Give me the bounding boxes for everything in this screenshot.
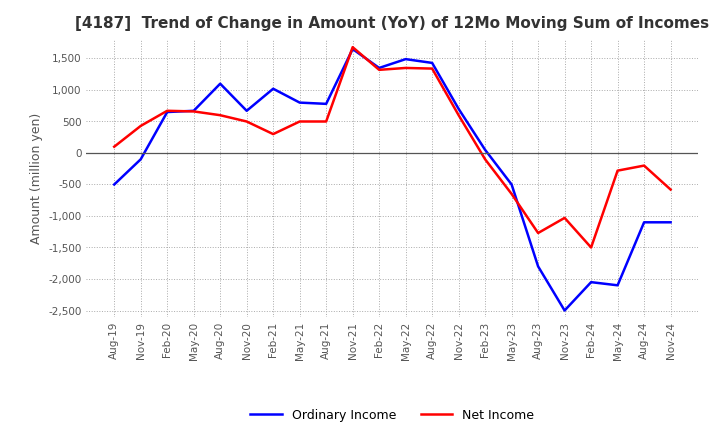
Net Income	[189, 109, 198, 114]
Ordinary Income	[322, 101, 330, 106]
Net Income	[428, 66, 436, 71]
Net Income	[560, 215, 569, 220]
Net Income	[348, 44, 357, 50]
Net Income	[613, 168, 622, 173]
Net Income	[666, 187, 675, 192]
Ordinary Income	[534, 264, 542, 269]
Ordinary Income	[243, 108, 251, 114]
Ordinary Income	[428, 60, 436, 66]
Net Income	[243, 119, 251, 124]
Net Income	[481, 157, 490, 162]
Ordinary Income	[401, 56, 410, 62]
Net Income	[587, 245, 595, 250]
Line: Ordinary Income: Ordinary Income	[114, 49, 670, 311]
Ordinary Income	[454, 106, 463, 111]
Net Income	[640, 163, 649, 168]
Ordinary Income	[481, 147, 490, 153]
Ordinary Income	[216, 81, 225, 86]
Net Income	[295, 119, 304, 124]
Ordinary Income	[587, 279, 595, 285]
Net Income	[269, 132, 277, 137]
Ordinary Income	[295, 100, 304, 105]
Legend: Ordinary Income, Net Income: Ordinary Income, Net Income	[246, 404, 539, 427]
Ordinary Income	[640, 220, 649, 225]
Ordinary Income	[136, 157, 145, 162]
Title: [4187]  Trend of Change in Amount (YoY) of 12Mo Moving Sum of Incomes: [4187] Trend of Change in Amount (YoY) o…	[76, 16, 709, 32]
Net Income	[163, 108, 171, 114]
Net Income	[454, 113, 463, 118]
Ordinary Income	[560, 308, 569, 313]
Ordinary Income	[110, 182, 119, 187]
Ordinary Income	[666, 220, 675, 225]
Ordinary Income	[375, 65, 384, 70]
Y-axis label: Amount (million yen): Amount (million yen)	[30, 113, 42, 244]
Ordinary Income	[189, 108, 198, 114]
Net Income	[534, 231, 542, 236]
Line: Net Income: Net Income	[114, 47, 670, 247]
Ordinary Income	[348, 46, 357, 51]
Ordinary Income	[269, 86, 277, 92]
Net Income	[508, 191, 516, 197]
Net Income	[110, 144, 119, 149]
Net Income	[136, 123, 145, 128]
Ordinary Income	[163, 110, 171, 115]
Net Income	[375, 67, 384, 73]
Net Income	[401, 65, 410, 70]
Ordinary Income	[508, 182, 516, 187]
Ordinary Income	[613, 282, 622, 288]
Net Income	[322, 119, 330, 124]
Net Income	[216, 113, 225, 118]
